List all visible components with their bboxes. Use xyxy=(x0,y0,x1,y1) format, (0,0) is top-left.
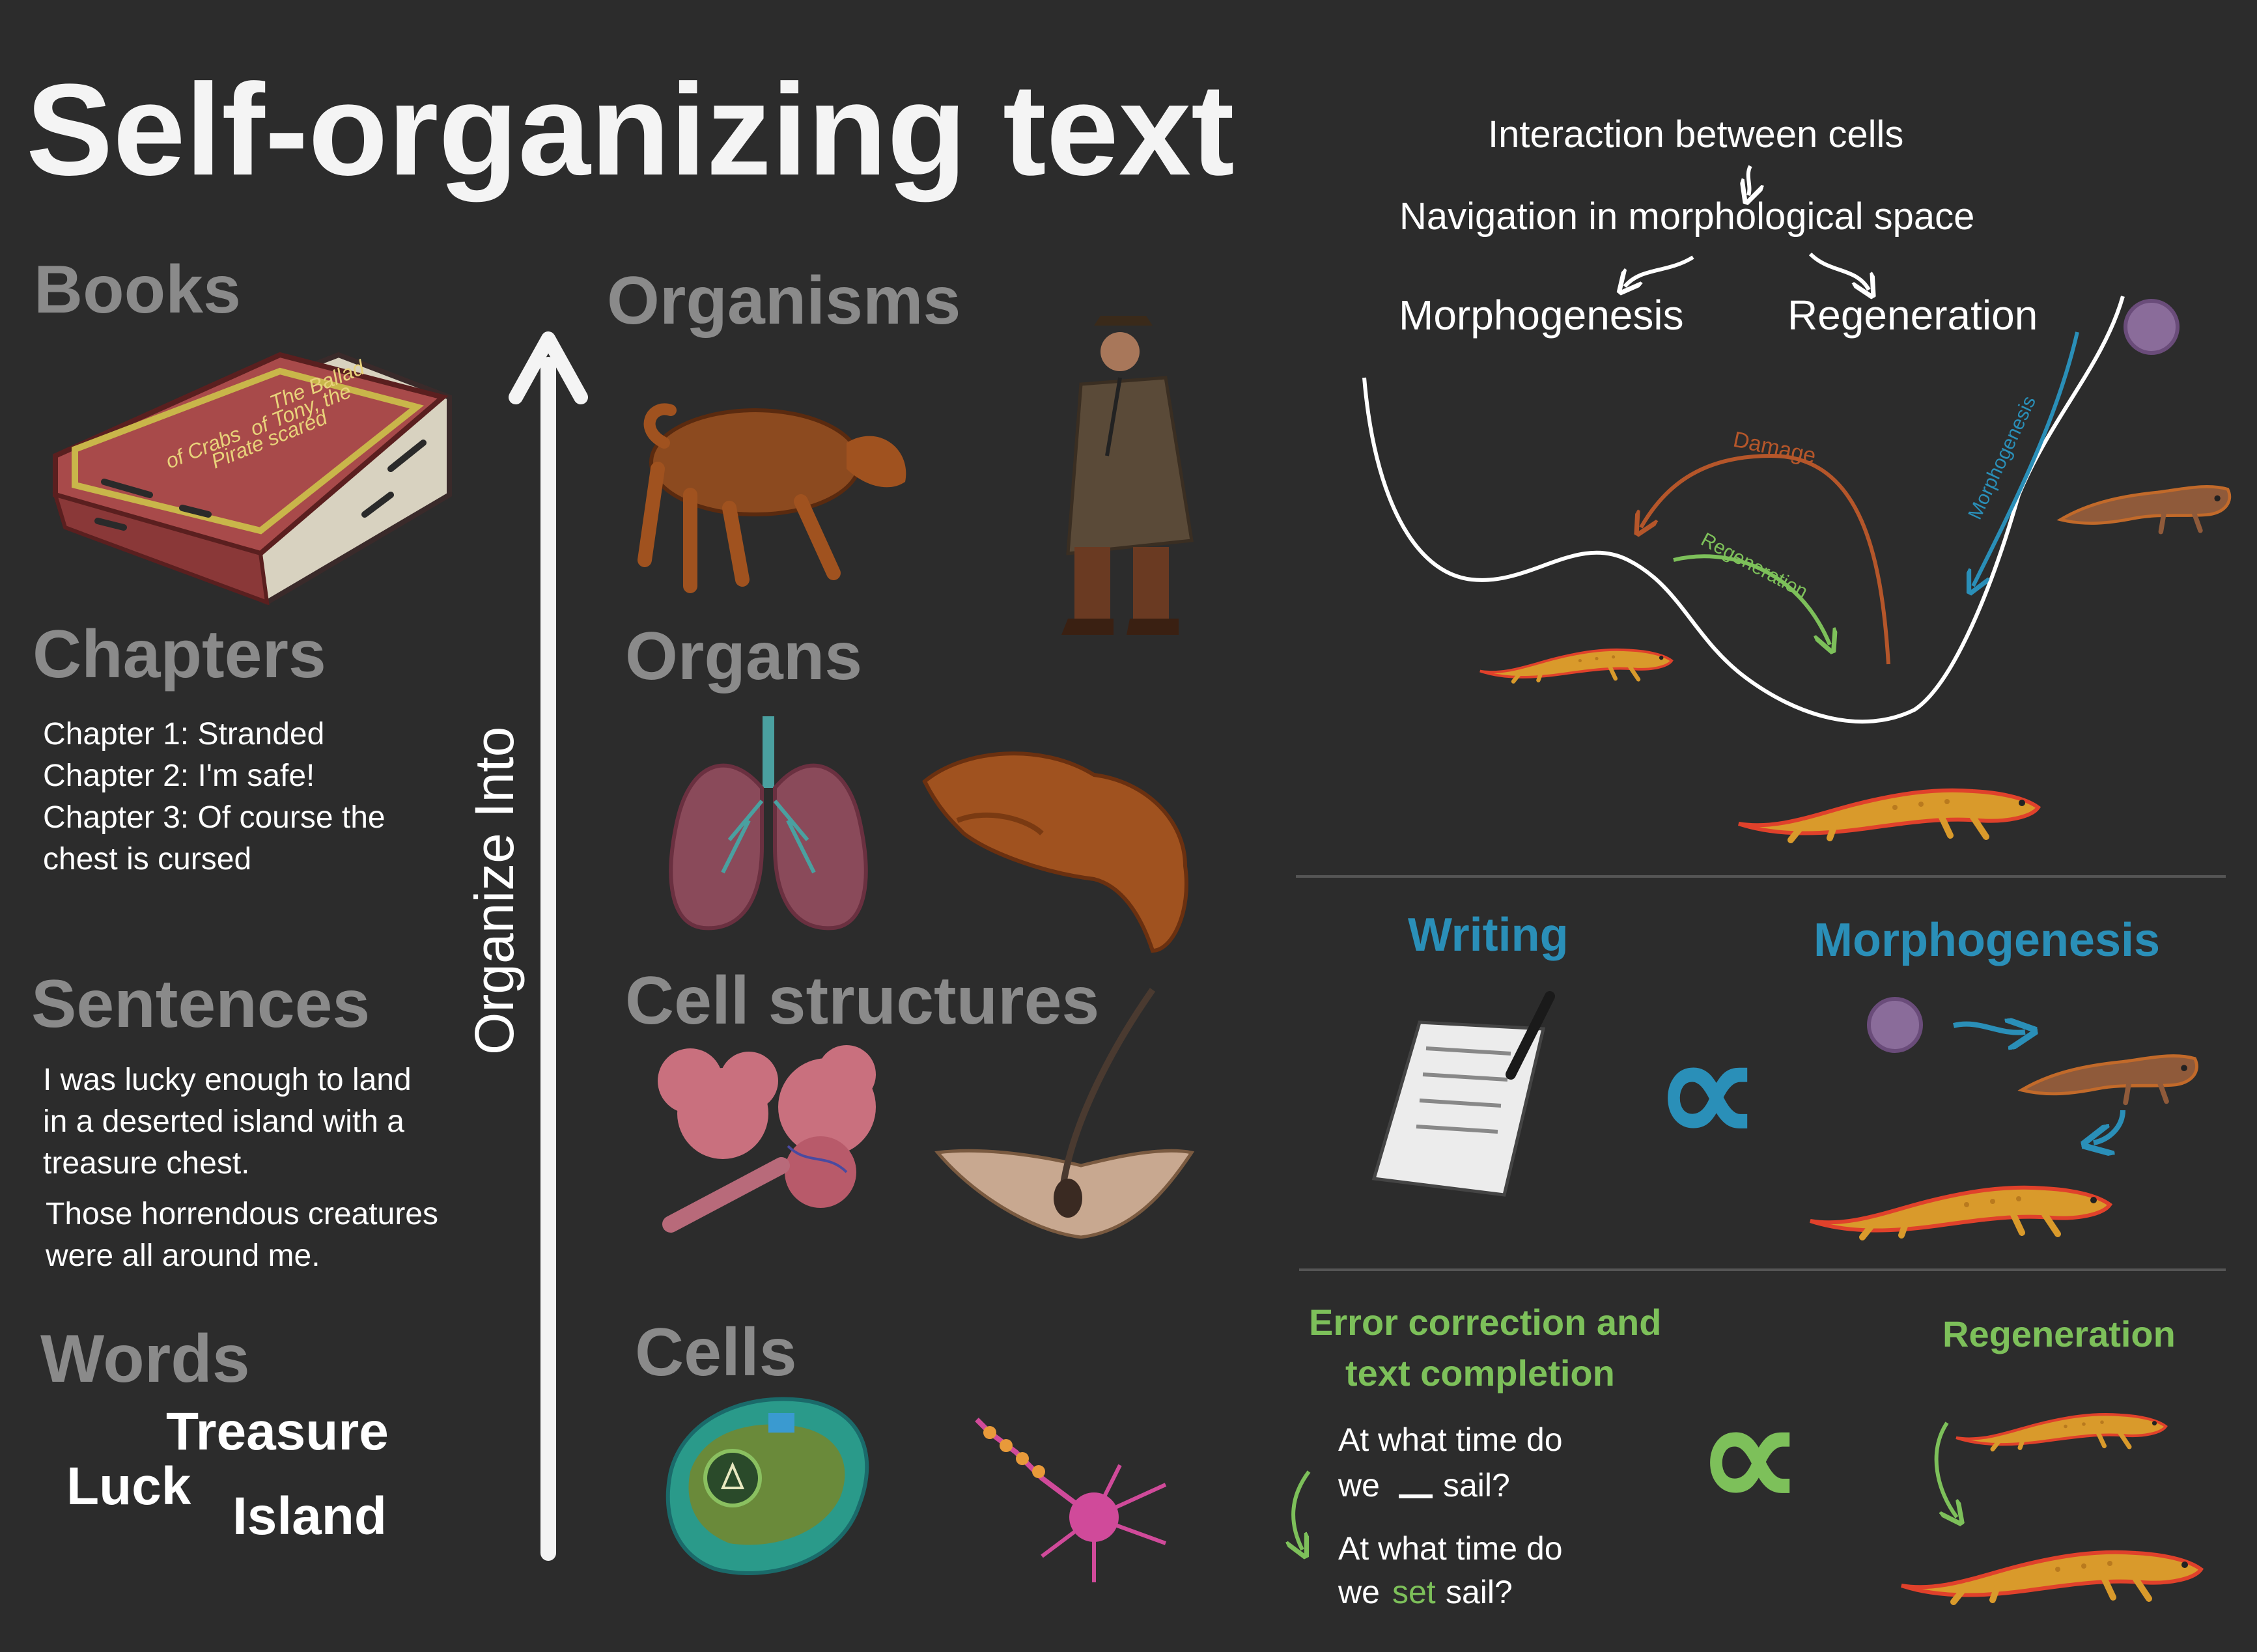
analogy2-regen-arrow xyxy=(1934,1421,1957,1517)
word-island: Island xyxy=(232,1487,387,1546)
sentence-b-line-2: were all around me. xyxy=(45,1239,320,1273)
salamander-landscape-left xyxy=(1480,650,1672,682)
page-title: Self-organizing text xyxy=(26,57,1235,203)
organize-into-label: Organize Into xyxy=(464,727,525,1055)
analogy2-q2-sail: sail? xyxy=(1446,1574,1513,1610)
flow-left-morphogenesis: Morphogenesis xyxy=(1399,292,1684,339)
analogy1-arrow-2 xyxy=(2094,1110,2125,1143)
analogy1-proportional-symbol: ∝ xyxy=(1654,1007,1761,1175)
chapter-line-3: Chapter 3: Of course the xyxy=(43,800,386,835)
heading-books: Books xyxy=(34,252,241,328)
analogy2-title-line-2: text completion xyxy=(1345,1352,1615,1393)
analogy2-regeneration: Regeneration xyxy=(1942,1313,2176,1354)
crab-illustration xyxy=(638,403,906,593)
analogy2-q1-sail: sail? xyxy=(1443,1467,1510,1504)
flow-arrow-down xyxy=(1748,165,1750,195)
flow-arrow-left xyxy=(1625,255,1694,287)
analogy2-q1-we: we xyxy=(1338,1467,1380,1504)
heading-cells: Cells xyxy=(635,1315,797,1390)
flow-middle: Navigation in morphological space xyxy=(1399,195,1974,238)
analogy1-salamander xyxy=(1810,1188,2110,1237)
analogy2-q2-we: we xyxy=(1338,1574,1380,1610)
heading-chapters: Chapters xyxy=(33,617,326,692)
heading-organisms: Organisms xyxy=(607,263,960,339)
heading-words: Words xyxy=(40,1321,250,1397)
analogy2-q2-set: set xyxy=(1392,1574,1436,1610)
analogy2-proportional-symbol: ∝ xyxy=(1696,1372,1803,1539)
label-damage: Damage xyxy=(1731,427,1818,469)
word-luck: Luck xyxy=(66,1457,191,1516)
sentence-a-line-1: I was lucky enough to land xyxy=(43,1063,412,1097)
lungs-illustration xyxy=(669,716,868,931)
flow-top: Interaction between cells xyxy=(1488,113,1903,156)
analogy2-q1-line-1: At what time do xyxy=(1338,1421,1563,1458)
tadpole-top-right xyxy=(2060,486,2230,531)
paper-pen-illustration xyxy=(1371,991,1555,1197)
label-regeneration-landscape: Regeneration xyxy=(1698,529,1812,603)
heading-sentences: Sentences xyxy=(31,966,370,1042)
organize-into-arrow xyxy=(509,331,588,1561)
book-illustration: The Ballad of Tony, the Pirate scared of… xyxy=(52,352,452,606)
flow-right-regeneration: Regeneration xyxy=(1787,292,2038,339)
label-morphogenesis-landscape: Morphogenesis xyxy=(1964,393,2040,523)
analogy2-salamander-bottom xyxy=(1901,1552,2201,1602)
chapter-line-2: Chapter 2: I'm safe! xyxy=(43,759,315,793)
animal-cell-illustration xyxy=(666,1397,869,1575)
analogy2-q2-line-1: At what time do xyxy=(1338,1530,1563,1567)
heading-organs: Organs xyxy=(625,619,862,694)
alveoli-illustration xyxy=(658,1045,876,1233)
chapter-line-4: chest is cursed xyxy=(43,842,251,876)
analogy1-morphogenesis: Morphogenesis xyxy=(1814,914,2160,966)
salamander-landscape-bottom xyxy=(1739,791,2038,840)
analogy2-title-line-1: Error correction and xyxy=(1309,1302,1661,1343)
morphological-landscape: Damage Regeneration Morphogenesis xyxy=(1362,296,2125,724)
sentence-a-line-2: in a deserted island with a xyxy=(43,1104,404,1139)
analogy2-correction-arrow xyxy=(1293,1470,1311,1550)
pirate-illustration xyxy=(1061,316,1194,635)
analogy1-sphere xyxy=(1867,997,1923,1053)
sentence-b-line-1: Those horrendous creatures xyxy=(46,1197,438,1231)
analogy1-tadpole xyxy=(2022,1056,2197,1103)
flow-arrow-right xyxy=(1808,252,1869,290)
neuron-illustration xyxy=(975,1418,1167,1582)
analogy1-writing: Writing xyxy=(1408,909,1569,961)
crab-claw-illustration xyxy=(922,751,1188,953)
hair-follicle-illustration xyxy=(934,988,1195,1239)
word-treasure: Treasure xyxy=(166,1402,389,1461)
sphere-egg xyxy=(2124,299,2180,355)
heading-cell-structures: Cell structures xyxy=(625,963,1099,1039)
sentence-a-line-3: treasure chest. xyxy=(43,1146,249,1181)
analogy1-arrow-1 xyxy=(1953,1024,2025,1033)
chapter-line-1: Chapter 1: Stranded xyxy=(43,717,324,751)
analogy2-salamander-top xyxy=(1956,1414,2166,1449)
